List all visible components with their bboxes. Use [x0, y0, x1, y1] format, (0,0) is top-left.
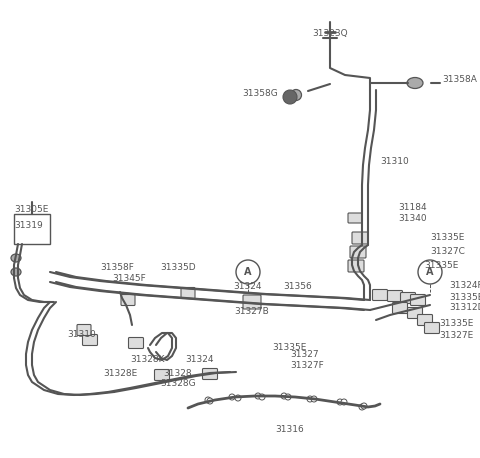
- Text: 31335E: 31335E: [430, 234, 464, 242]
- Circle shape: [359, 404, 365, 410]
- Text: 31323Q: 31323Q: [312, 29, 348, 38]
- FancyBboxPatch shape: [350, 246, 366, 258]
- Circle shape: [283, 90, 297, 104]
- Text: 31310: 31310: [68, 330, 96, 339]
- Circle shape: [341, 399, 347, 405]
- FancyBboxPatch shape: [83, 334, 97, 345]
- FancyBboxPatch shape: [387, 290, 403, 301]
- FancyBboxPatch shape: [410, 294, 425, 305]
- Ellipse shape: [11, 254, 21, 262]
- FancyBboxPatch shape: [121, 294, 135, 305]
- Text: 31358A: 31358A: [442, 76, 477, 84]
- Circle shape: [207, 398, 213, 404]
- Ellipse shape: [11, 268, 21, 276]
- FancyBboxPatch shape: [203, 369, 217, 380]
- Text: 31345F: 31345F: [112, 274, 146, 283]
- Text: 31335E: 31335E: [272, 344, 306, 353]
- Text: 31327C: 31327C: [430, 246, 465, 256]
- FancyBboxPatch shape: [243, 295, 261, 309]
- FancyBboxPatch shape: [400, 293, 416, 304]
- Text: 31358F: 31358F: [100, 263, 134, 272]
- Ellipse shape: [407, 77, 423, 88]
- Circle shape: [281, 393, 287, 399]
- FancyBboxPatch shape: [129, 338, 144, 349]
- Circle shape: [235, 395, 241, 401]
- Text: 31327
31327F: 31327 31327F: [290, 350, 324, 370]
- FancyBboxPatch shape: [408, 307, 422, 318]
- Text: A: A: [244, 267, 252, 277]
- Text: 31324: 31324: [186, 355, 214, 364]
- Circle shape: [259, 394, 265, 400]
- Text: 31324: 31324: [234, 282, 262, 291]
- Circle shape: [236, 260, 260, 284]
- Circle shape: [311, 396, 317, 402]
- Text: A: A: [426, 267, 434, 277]
- Text: 31316: 31316: [276, 425, 304, 434]
- Text: 31310: 31310: [380, 158, 409, 167]
- Text: 31324F: 31324F: [449, 280, 480, 289]
- Text: 31184
31340: 31184 31340: [398, 203, 427, 223]
- Circle shape: [361, 403, 367, 409]
- Circle shape: [205, 397, 211, 403]
- FancyBboxPatch shape: [418, 315, 432, 326]
- FancyBboxPatch shape: [424, 322, 440, 333]
- FancyBboxPatch shape: [352, 232, 368, 244]
- Text: 31319: 31319: [14, 222, 43, 230]
- FancyBboxPatch shape: [155, 370, 169, 381]
- Circle shape: [337, 399, 343, 405]
- Ellipse shape: [290, 89, 301, 100]
- Text: 31335E: 31335E: [424, 261, 458, 269]
- Text: 31327B: 31327B: [235, 307, 269, 316]
- Text: 31358G: 31358G: [242, 88, 278, 98]
- Text: 31327E: 31327E: [439, 331, 473, 339]
- FancyBboxPatch shape: [372, 289, 387, 300]
- Text: 31305E: 31305E: [14, 206, 48, 214]
- Text: 31312D: 31312D: [449, 304, 480, 312]
- Text: 31356: 31356: [284, 282, 312, 291]
- Text: 31328E: 31328E: [103, 369, 137, 378]
- Text: 31335E: 31335E: [439, 318, 473, 327]
- Circle shape: [307, 396, 313, 402]
- Circle shape: [285, 394, 291, 400]
- Text: 31328K: 31328K: [131, 355, 165, 364]
- Text: 31328
31328G: 31328 31328G: [160, 369, 196, 388]
- FancyBboxPatch shape: [348, 213, 362, 223]
- FancyBboxPatch shape: [348, 260, 364, 272]
- Circle shape: [255, 393, 261, 399]
- Text: 31335E: 31335E: [449, 293, 480, 301]
- Circle shape: [418, 260, 442, 284]
- Circle shape: [229, 394, 235, 400]
- FancyBboxPatch shape: [77, 325, 91, 336]
- Text: 31335D: 31335D: [160, 263, 196, 272]
- FancyBboxPatch shape: [393, 302, 408, 313]
- FancyBboxPatch shape: [181, 288, 195, 299]
- FancyBboxPatch shape: [14, 214, 50, 244]
